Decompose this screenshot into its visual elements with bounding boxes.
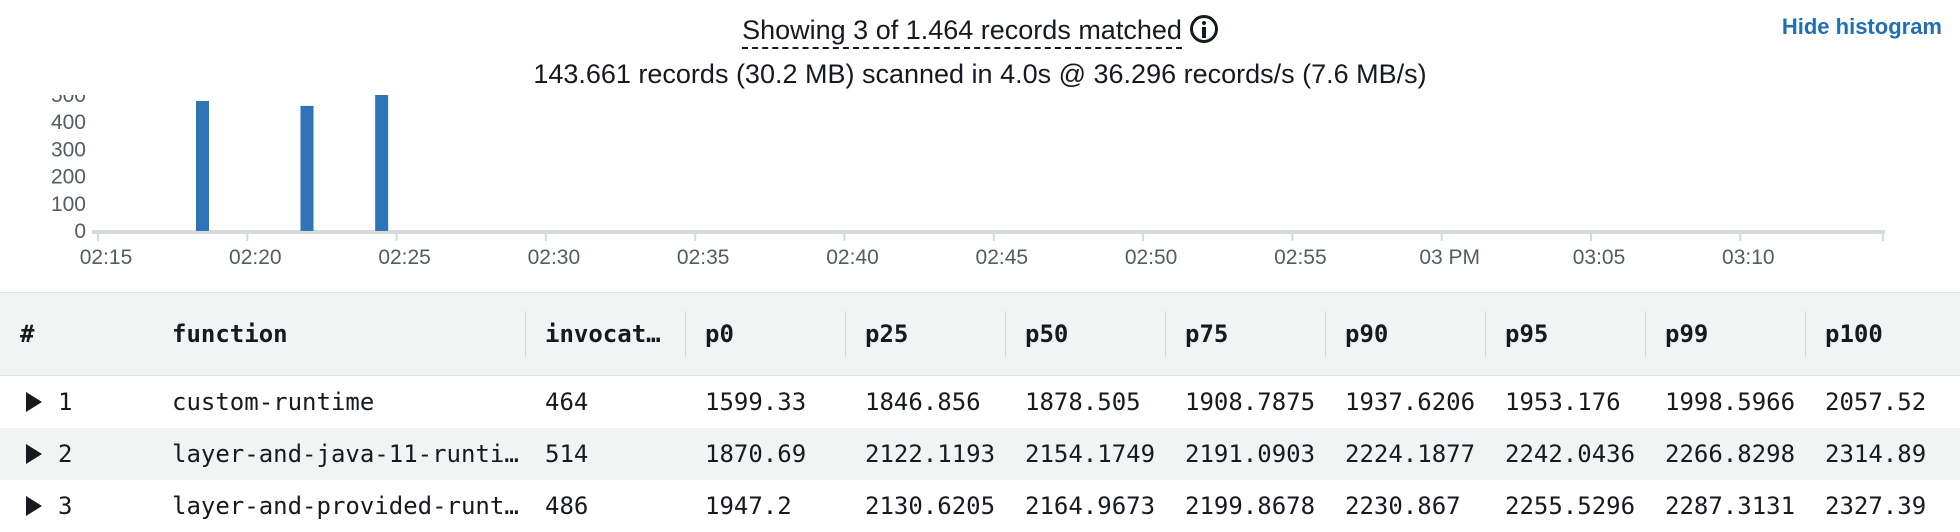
p75-cell: 2191.0903 [1165, 428, 1325, 480]
p25-cell: 2122.1193 [845, 428, 1005, 480]
p25-cell: 1846.856 [865, 388, 981, 416]
column-header-invocations[interactable]: invocat… [525, 292, 685, 376]
info-circle-icon[interactable] [1189, 15, 1218, 43]
x-tick-label: 03:05 [1573, 246, 1626, 269]
p90-cell: 2224.1877 [1325, 428, 1485, 480]
p99-cell: 2266.8298 [1645, 428, 1805, 480]
row-index: 2 [58, 440, 73, 468]
records-matched-line: Showing 3 of 1.464 records matched [0, 12, 1960, 49]
table-row[interactable]: 2 layer-and-java-11-runti… 514 1870.69 2… [0, 428, 1960, 480]
y-tick-label: 300 [51, 138, 86, 161]
column-header-p0[interactable]: p0 [685, 292, 845, 376]
p100-cell: 2327.39 [1825, 492, 1927, 520]
column-header-p90[interactable]: p90 [1325, 292, 1485, 376]
query-summary: Showing 3 of 1.464 records matched 143.6… [0, 12, 1960, 269]
p50-cell: 1878.505 [1025, 388, 1141, 416]
records-scanned-text: 143.661 records (30.2 MB) scanned in 4.0… [533, 59, 1427, 89]
histogram-bar[interactable] [375, 95, 389, 231]
caret-right-icon[interactable] [26, 392, 42, 412]
function-cell: custom-runtime [172, 388, 375, 416]
x-tick-label: 02:35 [677, 246, 730, 269]
x-tick-label: 03 PM [1419, 246, 1480, 269]
x-tick-label: 02:25 [378, 246, 431, 269]
x-tick-label: 02:50 [1125, 246, 1178, 269]
results-table: # function invocat… p0 p25 p50 p75 p90 p… [0, 292, 1960, 532]
column-header-p50[interactable]: p50 [1005, 292, 1165, 376]
p0-cell: 1599.33 [705, 388, 807, 416]
p95-cell: 2255.5296 [1505, 492, 1636, 520]
function-cell: layer-and-provided-runt… [172, 492, 519, 520]
p95-cell: 2242.0436 [1485, 428, 1645, 480]
column-header-p100[interactable]: p100 [1805, 292, 1960, 376]
y-tick-label: 500 [51, 95, 86, 107]
hide-histogram-link[interactable]: Hide histogram [1781, 14, 1942, 39]
column-header-index[interactable]: # [0, 292, 152, 376]
x-tick-label: 02:55 [1274, 246, 1327, 269]
row-index-cell: 3 [0, 480, 152, 532]
y-tick-label: 400 [51, 111, 86, 134]
function-cell: layer-and-java-11-runti… [152, 428, 525, 480]
row-index: 1 [58, 388, 73, 416]
caret-right-icon[interactable] [26, 444, 42, 464]
x-tick-label: 02:40 [826, 246, 879, 269]
invocations-cell: 486 [545, 492, 589, 520]
column-header-p95[interactable]: p95 [1485, 292, 1645, 376]
x-tick-label: 02:15 [80, 246, 133, 269]
p50-cell: 2164.9673 [1025, 492, 1156, 520]
column-header-function[interactable]: function [152, 292, 525, 376]
column-header-p75[interactable]: p75 [1165, 292, 1325, 376]
p0-cell: 1870.69 [685, 428, 845, 480]
invocations-cell: 514 [525, 428, 685, 480]
table-header-row: # function invocat… p0 p25 p50 p75 p90 p… [0, 292, 1960, 376]
x-tick-label: 02:30 [528, 246, 581, 269]
table-row[interactable]: 1 custom-runtime 464 1599.33 1846.856 18… [0, 376, 1960, 429]
records-matched-text[interactable]: Showing 3 of 1.464 records matched [742, 15, 1182, 49]
p25-cell: 2130.6205 [865, 492, 996, 520]
x-tick-label: 02:20 [229, 246, 282, 269]
row-index-cell: 2 [0, 428, 152, 480]
p90-cell: 2230.867 [1345, 492, 1461, 520]
column-header-p99[interactable]: p99 [1645, 292, 1805, 376]
y-tick-label: 0 [74, 220, 86, 243]
histogram-bar[interactable] [196, 100, 210, 231]
row-index: 3 [58, 492, 73, 520]
p99-cell: 1998.5966 [1665, 388, 1796, 416]
y-tick-label: 100 [51, 193, 86, 216]
y-tick-label: 200 [51, 166, 86, 189]
p50-cell: 2154.1749 [1005, 428, 1165, 480]
p100-cell: 2057.52 [1825, 388, 1927, 416]
p99-cell: 2287.3131 [1665, 492, 1796, 520]
column-header-p25[interactable]: p25 [845, 292, 1005, 376]
p75-cell: 1908.7875 [1185, 388, 1316, 416]
results-table-container: # function invocat… p0 p25 p50 p75 p90 p… [0, 292, 1960, 532]
invocations-cell: 464 [545, 388, 589, 416]
caret-right-icon[interactable] [26, 496, 42, 516]
p75-cell: 2199.8678 [1185, 492, 1316, 520]
histogram-bar[interactable] [300, 105, 314, 231]
p90-cell: 1937.6206 [1345, 388, 1476, 416]
row-index-cell: 1 [0, 376, 152, 429]
p0-cell: 1947.2 [705, 492, 792, 520]
p100-cell: 2314.89 [1805, 428, 1960, 480]
x-tick-label: 03:10 [1722, 246, 1775, 269]
x-tick-label: 02:45 [976, 246, 1029, 269]
p95-cell: 1953.176 [1505, 388, 1621, 416]
table-row[interactable]: 3 layer-and-provided-runt… 486 1947.2 21… [0, 480, 1960, 532]
histogram-chart: 0 100 200 300 400 500 02:15 02:20 02:25 02:30 02:3… [51, 95, 1885, 269]
